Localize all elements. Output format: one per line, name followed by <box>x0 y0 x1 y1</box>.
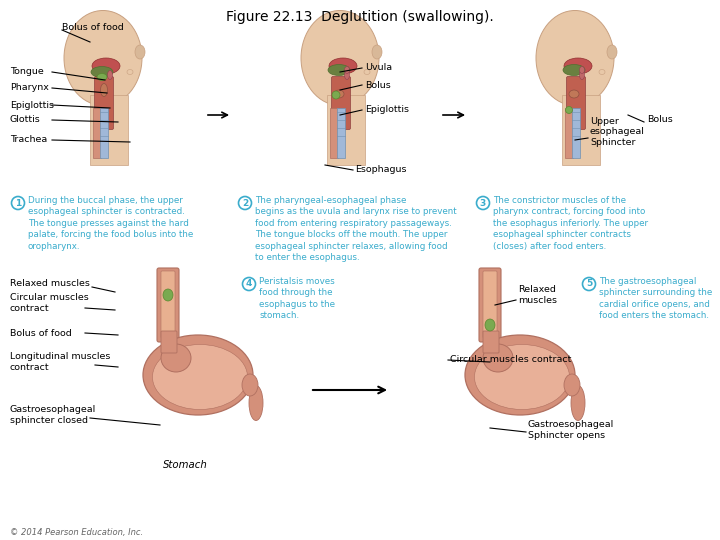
Text: During the buccal phase, the upper
esophageal sphincter is contracted.
The tongu: During the buccal phase, the upper esoph… <box>28 196 193 251</box>
Circle shape <box>582 278 595 291</box>
FancyBboxPatch shape <box>483 331 499 353</box>
Text: Circular muscles
contract: Circular muscles contract <box>10 293 89 313</box>
Text: 4: 4 <box>246 280 252 288</box>
FancyBboxPatch shape <box>479 268 501 342</box>
Ellipse shape <box>301 10 379 105</box>
FancyBboxPatch shape <box>330 108 338 158</box>
Ellipse shape <box>565 106 572 113</box>
Text: Bolus: Bolus <box>647 116 672 125</box>
Text: Bolus of food: Bolus of food <box>62 23 124 31</box>
Ellipse shape <box>344 71 349 79</box>
Text: © 2014 Pearson Education, Inc.: © 2014 Pearson Education, Inc. <box>10 529 143 537</box>
Ellipse shape <box>334 90 344 98</box>
Text: Figure 22.13  Deglutition (swallowing).: Figure 22.13 Deglutition (swallowing). <box>226 10 494 24</box>
Ellipse shape <box>135 45 145 59</box>
FancyBboxPatch shape <box>331 77 351 130</box>
Ellipse shape <box>92 58 120 74</box>
Text: 1: 1 <box>15 199 21 207</box>
Text: Pharynx: Pharynx <box>10 84 49 92</box>
Text: Circular muscles contract: Circular muscles contract <box>450 355 572 364</box>
Ellipse shape <box>580 71 585 79</box>
FancyBboxPatch shape <box>567 77 585 130</box>
FancyBboxPatch shape <box>161 331 177 353</box>
Text: Peristalsis moves
food through the
esophagus to the
stomach.: Peristalsis moves food through the esoph… <box>259 277 335 320</box>
FancyBboxPatch shape <box>157 268 179 342</box>
Ellipse shape <box>249 386 263 421</box>
Ellipse shape <box>563 64 585 76</box>
Text: Tongue: Tongue <box>10 68 44 77</box>
Text: Bolus: Bolus <box>365 80 391 90</box>
Ellipse shape <box>536 10 614 105</box>
Text: Upper
esophageal
Sphincter: Upper esophageal Sphincter <box>590 117 645 147</box>
Ellipse shape <box>607 45 617 59</box>
Ellipse shape <box>564 374 580 396</box>
FancyBboxPatch shape <box>100 108 108 158</box>
Ellipse shape <box>564 58 592 74</box>
FancyBboxPatch shape <box>565 108 573 158</box>
Text: Glottis: Glottis <box>10 116 41 125</box>
Circle shape <box>477 197 490 210</box>
FancyBboxPatch shape <box>562 95 600 165</box>
Text: The pharyngeal-esophageal phase
begins as the uvula and larynx rise to prevent
f: The pharyngeal-esophageal phase begins a… <box>255 196 456 262</box>
Ellipse shape <box>599 70 605 75</box>
Text: Gastroesophageal
Sphincter opens: Gastroesophageal Sphincter opens <box>528 420 614 440</box>
Ellipse shape <box>332 91 340 99</box>
Text: Gastroesophageal
sphincter closed: Gastroesophageal sphincter closed <box>10 406 96 424</box>
Ellipse shape <box>485 319 495 331</box>
FancyBboxPatch shape <box>94 77 114 130</box>
Ellipse shape <box>107 71 112 79</box>
Text: Relaxed muscles: Relaxed muscles <box>10 279 90 287</box>
Ellipse shape <box>580 66 585 73</box>
Ellipse shape <box>143 335 253 415</box>
FancyBboxPatch shape <box>93 108 101 158</box>
Text: The gastroesophageal
sphincter surrounding the
cardial orifice opens, and
food e: The gastroesophageal sphincter surroundi… <box>599 277 712 320</box>
Text: Relaxed
muscles: Relaxed muscles <box>518 285 557 305</box>
Ellipse shape <box>153 345 248 409</box>
Text: 3: 3 <box>480 199 486 207</box>
Ellipse shape <box>91 66 113 78</box>
FancyBboxPatch shape <box>161 271 175 338</box>
Ellipse shape <box>64 10 142 105</box>
Text: 2: 2 <box>242 199 248 207</box>
Text: Longitudinal muscles
contract: Longitudinal muscles contract <box>10 352 110 372</box>
Ellipse shape <box>483 344 513 372</box>
Text: The constrictor muscles of the
pharynx contract, forcing food into
the esophagus: The constrictor muscles of the pharynx c… <box>493 196 648 251</box>
FancyBboxPatch shape <box>327 95 365 165</box>
Ellipse shape <box>161 344 191 372</box>
Text: Stomach: Stomach <box>163 460 207 470</box>
Ellipse shape <box>474 345 570 409</box>
FancyBboxPatch shape <box>337 108 345 158</box>
Text: Uvula: Uvula <box>365 64 392 72</box>
Text: 5: 5 <box>586 280 592 288</box>
Ellipse shape <box>97 73 107 80</box>
Ellipse shape <box>465 335 575 415</box>
Text: Epiglottis: Epiglottis <box>10 100 54 110</box>
FancyBboxPatch shape <box>572 108 580 158</box>
Ellipse shape <box>329 58 357 74</box>
Ellipse shape <box>571 386 585 421</box>
Ellipse shape <box>569 90 579 98</box>
Ellipse shape <box>364 70 370 75</box>
Circle shape <box>238 197 251 210</box>
Text: Bolus of food: Bolus of food <box>10 328 72 338</box>
Ellipse shape <box>242 374 258 396</box>
Circle shape <box>243 278 256 291</box>
Ellipse shape <box>127 70 133 75</box>
FancyBboxPatch shape <box>90 95 128 165</box>
Text: Trachea: Trachea <box>10 136 48 145</box>
Text: Epiglottis: Epiglottis <box>365 105 409 114</box>
Ellipse shape <box>101 84 107 97</box>
Ellipse shape <box>344 66 349 73</box>
Circle shape <box>12 197 24 210</box>
Ellipse shape <box>163 289 173 301</box>
FancyBboxPatch shape <box>483 271 497 338</box>
Text: Esophagus: Esophagus <box>355 165 407 174</box>
Ellipse shape <box>328 64 350 76</box>
Ellipse shape <box>372 45 382 59</box>
